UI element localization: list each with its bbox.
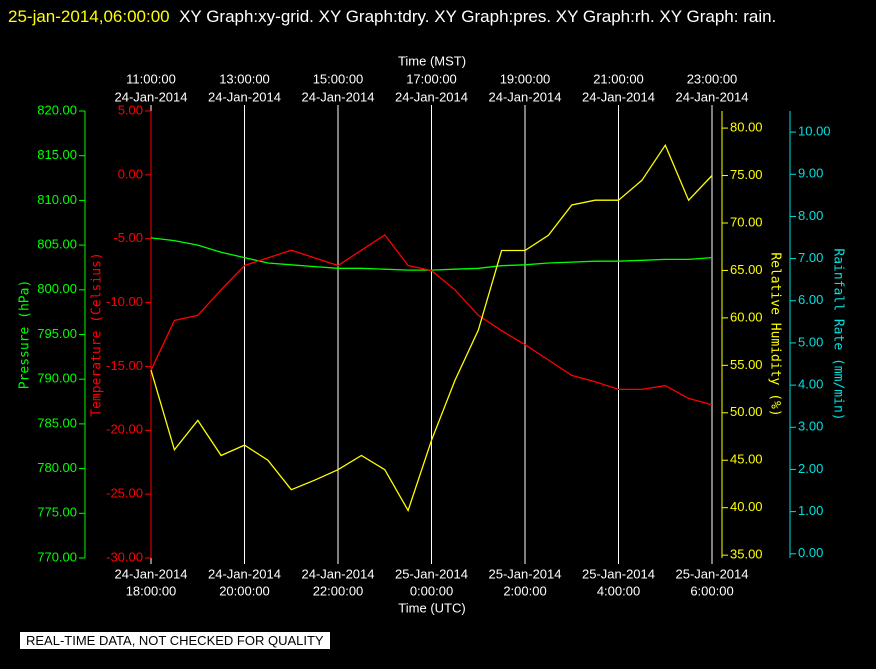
y-tick-label: 4.00 — [798, 377, 823, 392]
x2-tick-date: 24-Jan-2014 — [395, 89, 468, 104]
y-tick-label: 2.00 — [798, 461, 823, 476]
y-tick-label: 9.00 — [798, 166, 823, 181]
y-tick-label: 770.00 — [37, 549, 77, 564]
x2-tick-date: 24-Jan-2014 — [676, 89, 749, 104]
y-tick-label: -30.00 — [106, 549, 143, 564]
y-tick-label: 40.00 — [730, 499, 763, 514]
x-tick-label: 6:00:00 — [690, 583, 733, 598]
x2-tick-label: 17:00:00 — [406, 71, 457, 86]
series-line — [150, 143, 713, 513]
x2-tick-label: 13:00:00 — [219, 71, 270, 86]
x2-tick-label: 11:00:00 — [126, 71, 176, 86]
y-tick-label: 820.00 — [37, 102, 77, 117]
y-tick-label: 6.00 — [798, 292, 823, 307]
x2-tick-date: 24-Jan-2014 — [302, 89, 375, 104]
y-tick-label: 3.00 — [798, 419, 823, 434]
y-tick-label: 785.00 — [37, 415, 77, 430]
y-tick-label: 5.00 — [118, 102, 143, 117]
x-tick-label: 22:00:00 — [313, 583, 364, 598]
y-tick-label: -15.00 — [106, 358, 143, 373]
y-axis-label: Rainfall Rate (mm/min) — [831, 248, 846, 420]
x-tick-label: 20:00:00 — [219, 583, 270, 598]
y-tick-label: -20.00 — [106, 422, 143, 437]
y-tick-label: 7.00 — [798, 250, 823, 265]
x2-tick-label: 23:00:00 — [687, 71, 738, 86]
x2-tick-date: 24-Jan-2014 — [208, 89, 281, 104]
y-tick-label: 805.00 — [37, 237, 77, 252]
x-tick-label: 2:00:00 — [503, 583, 546, 598]
title: 25-jan-2014,06:00:00 XY Graph:xy-grid. X… — [8, 2, 868, 32]
x-tick-date: 24-Jan-2014 — [115, 566, 188, 581]
x2-tick-label: 15:00:00 — [313, 71, 364, 86]
x-tick-date: 25-Jan-2014 — [489, 566, 562, 581]
y-axis-label: Temperature (Celsius) — [90, 252, 105, 416]
y-tick-label: 80.00 — [730, 120, 763, 135]
y-tick-label: -5.00 — [113, 230, 143, 245]
y-tick-label: 795.00 — [37, 326, 77, 341]
x2-axis-label: Time (MST) — [398, 53, 466, 68]
quality-notice: REAL-TIME DATA, NOT CHECKED FOR QUALITY — [20, 632, 330, 649]
x2-tick-label: 19:00:00 — [500, 71, 551, 86]
x-tick-date: 24-Jan-2014 — [208, 566, 281, 581]
title-text: XY Graph:xy-grid. XY Graph:tdry. XY Grap… — [179, 7, 777, 26]
x2-tick-date: 24-Jan-2014 — [115, 89, 188, 104]
x-tick-date: 25-Jan-2014 — [582, 566, 655, 581]
y-axis-label: Relative Humidity (%) — [768, 252, 783, 416]
series-line — [150, 234, 713, 406]
y-tick-label: 50.00 — [730, 404, 763, 419]
x-tick-date: 25-Jan-2014 — [676, 566, 749, 581]
y-tick-label: 780.00 — [37, 460, 77, 475]
x2-tick-date: 24-Jan-2014 — [582, 89, 655, 104]
x-tick-date: 24-Jan-2014 — [302, 566, 375, 581]
x2-tick-label: 21:00:00 — [593, 71, 644, 86]
y-tick-label: 790.00 — [37, 371, 77, 386]
y-tick-label: 810.00 — [37, 192, 77, 207]
x-axis-label: Time (UTC) — [398, 600, 465, 615]
y-tick-label: 10.00 — [798, 124, 831, 139]
y-tick-label: 60.00 — [730, 309, 763, 324]
y-tick-label: 35.00 — [730, 547, 763, 562]
x-tick-label: 18:00:00 — [126, 583, 177, 598]
x-tick-label: 0:00:00 — [410, 583, 453, 598]
y-tick-label: 775.00 — [37, 505, 77, 520]
y-tick-label: -25.00 — [106, 486, 143, 501]
x-tick-date: 25-Jan-2014 — [395, 566, 468, 581]
y-tick-label: 45.00 — [730, 452, 763, 467]
title-time: 25-jan-2014,06:00:00 — [8, 7, 170, 26]
y-tick-label: 0.00 — [118, 166, 143, 181]
x-tick-label: 4:00:00 — [597, 583, 640, 598]
y-tick-label: 0.00 — [798, 545, 823, 560]
y-tick-label: 70.00 — [730, 214, 763, 229]
y-tick-label: 800.00 — [37, 281, 77, 296]
y-tick-label: 815.00 — [37, 147, 77, 162]
y-tick-label: 5.00 — [798, 334, 823, 349]
y-tick-label: 65.00 — [730, 262, 763, 277]
y-tick-label: 1.00 — [798, 503, 823, 518]
chart: Time (MST) Time (UTC) 24-Jan-2014 18:00:0… — [18, 53, 846, 615]
y-tick-label: -10.00 — [106, 294, 143, 309]
x2-tick-date: 24-Jan-2014 — [489, 89, 562, 104]
y-tick-label: 75.00 — [730, 167, 763, 182]
y-tick-label: 55.00 — [730, 357, 763, 372]
y-axis-label: Pressure (hPa) — [18, 280, 33, 390]
y-tick-label: 8.00 — [798, 208, 823, 223]
